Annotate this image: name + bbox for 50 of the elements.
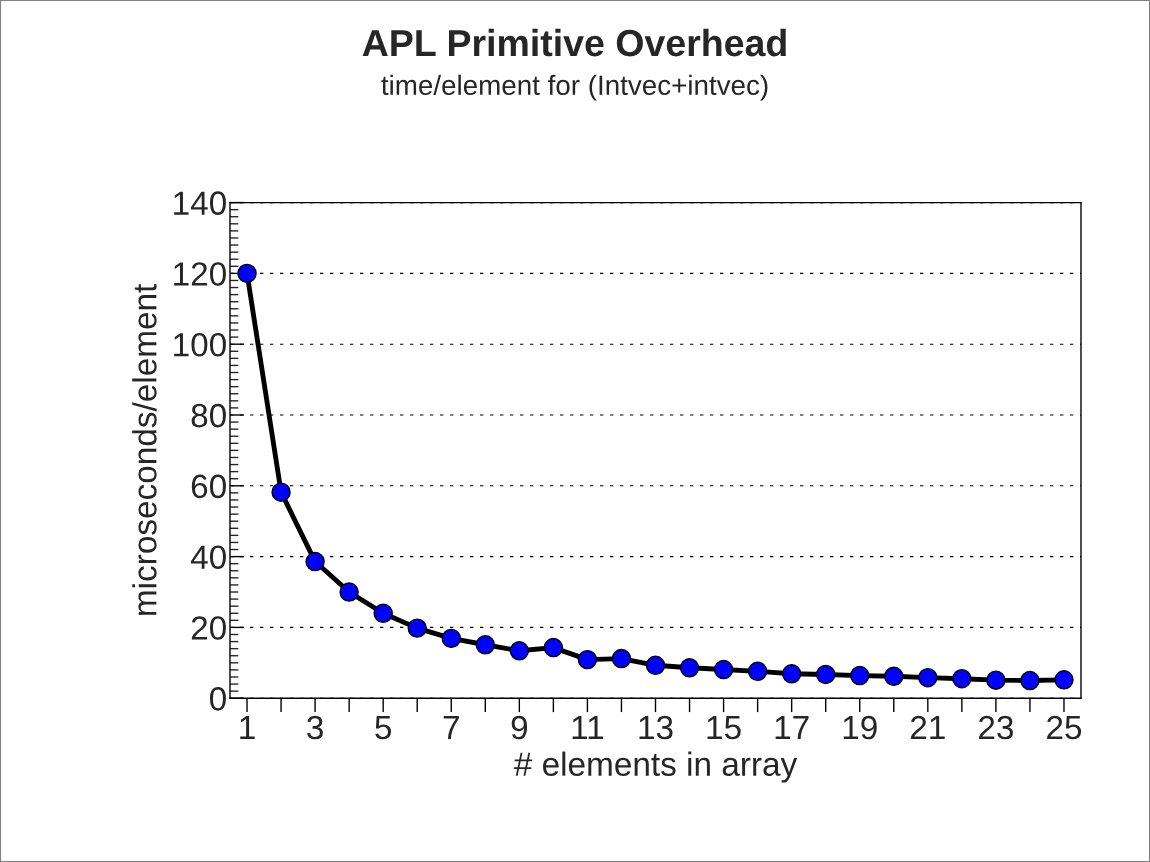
point: [645, 655, 666, 676]
point: [509, 641, 530, 661]
x-tick-label: 5: [375, 716, 392, 740]
point: [815, 664, 836, 685]
y-tick-label: 140: [174, 191, 226, 215]
point: [373, 603, 393, 623]
point: [1054, 670, 1074, 690]
point: [1020, 670, 1040, 691]
chart-title: APL Primitive Overhead: [362, 28, 786, 57]
x-tick-label: 17: [775, 716, 809, 740]
point: [952, 669, 972, 689]
y-tick-label: 60: [191, 474, 226, 499]
point: [884, 666, 904, 686]
point: [305, 551, 325, 572]
y-axis-title: microseconds/element: [132, 283, 157, 615]
y-tick-label: 100: [174, 332, 226, 357]
chart-subtitle: time/element for (Intvec+intvec): [381, 74, 768, 101]
y-tick-label: 0: [209, 687, 226, 711]
x-tick-label: 9: [511, 715, 528, 740]
point: [577, 649, 598, 670]
x-tick-label: 23: [979, 715, 1013, 740]
point: [237, 263, 257, 284]
point: [850, 665, 870, 686]
y-tick-label: 40: [190, 545, 226, 570]
point: [611, 648, 632, 669]
x-tick-label: 1: [240, 716, 255, 740]
x-tick-label: 21: [910, 715, 945, 740]
x-tick-label: 7: [443, 716, 459, 740]
x-tick-label: 25: [1047, 715, 1082, 740]
point: [986, 670, 1006, 690]
y-tick-label: 20: [191, 616, 226, 640]
point: [747, 661, 768, 682]
x-tick-label: 3: [307, 715, 323, 740]
x-tick-label: 13: [639, 715, 673, 740]
point: [543, 637, 564, 658]
point: [441, 628, 461, 649]
point: [339, 582, 359, 602]
y-tick-label: 80: [191, 403, 226, 428]
y-tick-label: 120: [174, 262, 226, 286]
point: [679, 658, 700, 678]
point: [271, 482, 291, 502]
x-axis-title: # elements in array: [513, 751, 798, 783]
x-tick-label: 19: [843, 715, 877, 740]
point: [475, 635, 496, 655]
point: [918, 667, 938, 688]
point: [781, 664, 802, 684]
point: [713, 659, 734, 680]
x-tick-label: 11: [572, 716, 604, 740]
point: [407, 618, 427, 638]
x-tick-label: 15: [707, 716, 741, 740]
